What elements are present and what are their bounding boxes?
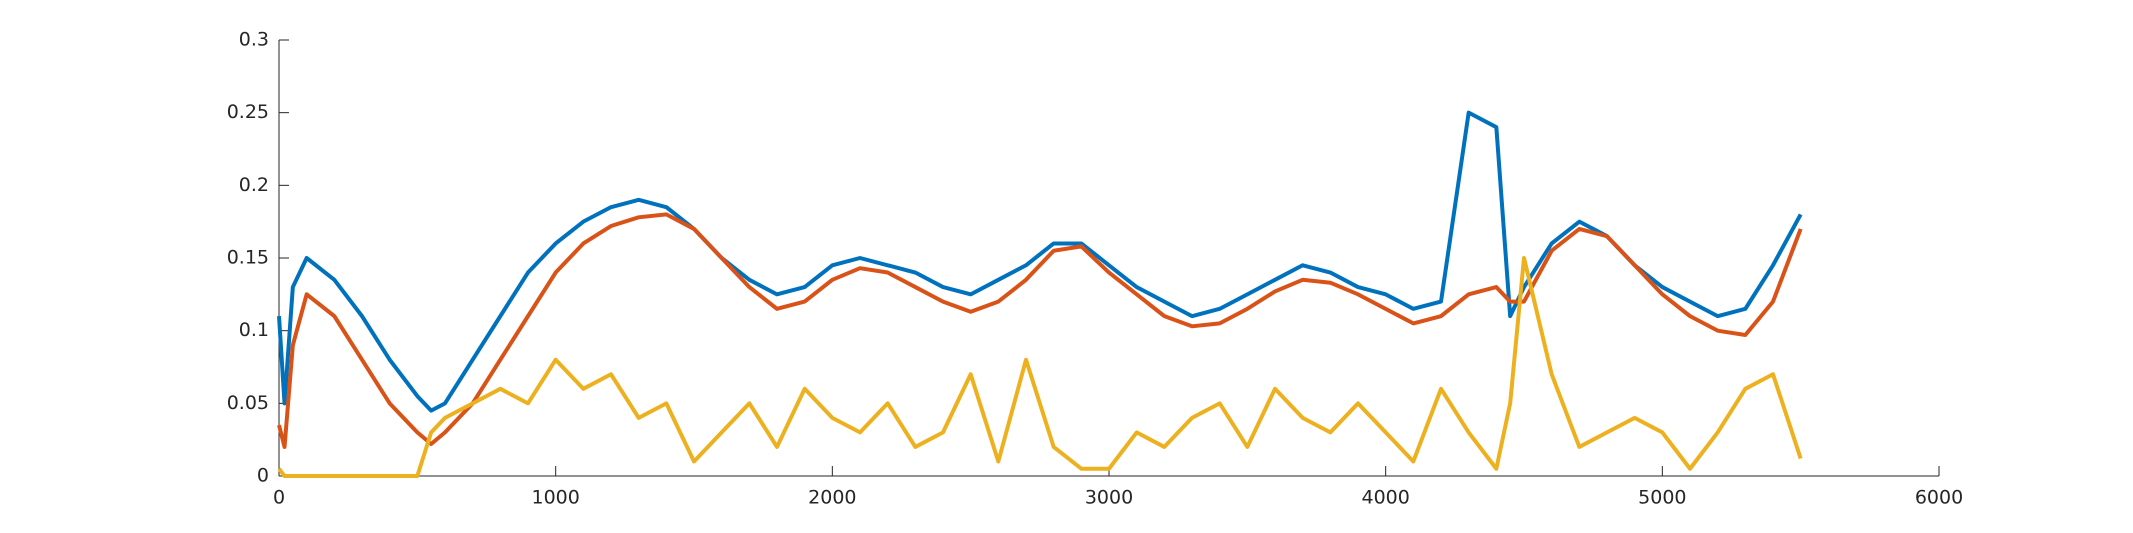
x-tick-label: 1000 bbox=[531, 487, 579, 509]
y-tick-label: 0.3 bbox=[239, 29, 269, 51]
y-tick-label: 0.2 bbox=[239, 174, 269, 196]
x-tick-label: 0 bbox=[273, 487, 285, 509]
y-tick-label: 0.15 bbox=[227, 247, 269, 269]
series-line bbox=[277, 212, 1803, 449]
series-line bbox=[277, 110, 1803, 413]
x-tick-label: 6000 bbox=[1915, 487, 1963, 509]
series-line bbox=[277, 256, 1803, 478]
x-tick-label: 2000 bbox=[808, 487, 856, 509]
y-tick-label: 0.25 bbox=[227, 101, 269, 123]
x-tick-label: 3000 bbox=[1085, 487, 1133, 509]
x-tick-label: 4000 bbox=[1361, 487, 1409, 509]
y-tick-label: 0.05 bbox=[227, 392, 269, 414]
y-tick-label: 0.1 bbox=[239, 319, 269, 341]
y-tick-label: 0 bbox=[257, 465, 269, 487]
x-tick-label: 5000 bbox=[1638, 487, 1686, 509]
